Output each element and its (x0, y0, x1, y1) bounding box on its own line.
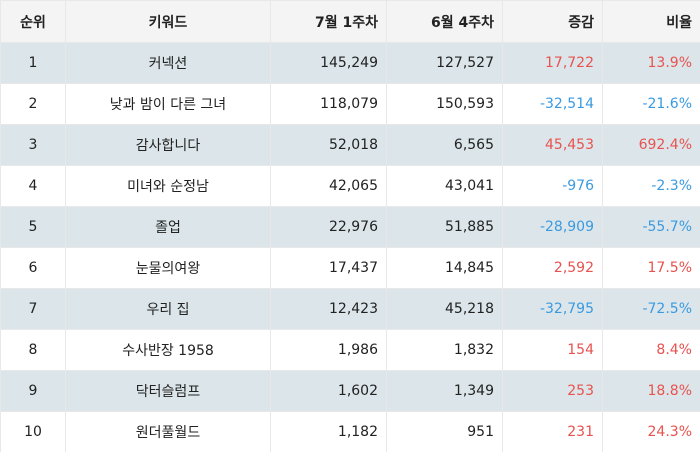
table-cell: 43,041 (386, 165, 503, 207)
table-cell: 127,527 (386, 42, 503, 84)
table-cell: 닥터슬럼프 (65, 370, 271, 412)
table-cell: 5 (0, 206, 66, 248)
table-row: 1 커넥션 145,249 127,527 17,722 13.9% (0, 42, 700, 84)
table-row: 2 낮과 밤이 다른 그녀 118,079 150,593 -32,514 -21.6% (0, 83, 700, 125)
table-cell: 6 (0, 247, 66, 289)
table-cell: 9 (0, 370, 66, 412)
table-cell: 우리 집 (65, 288, 271, 330)
table-cell: 2 (0, 83, 66, 125)
table-cell: 17,437 (270, 247, 387, 289)
table-cell: 18.8% (602, 370, 700, 412)
table-cell: 감사합니다 (65, 124, 271, 166)
table-cell: 10 (0, 411, 66, 452)
table-cell: 692.4% (602, 124, 700, 166)
header-cell: 키워드 (65, 0, 271, 43)
table-cell: 원더풀월드 (65, 411, 271, 452)
table-cell: -976 (502, 165, 603, 207)
table-cell: 4 (0, 165, 66, 207)
table-row: 9 닥터슬럼프 1,602 1,349 253 18.8% (0, 370, 700, 412)
table-cell: 13.9% (602, 42, 700, 84)
table-cell: 커넥션 (65, 42, 271, 84)
table-cell: 1 (0, 42, 66, 84)
table-cell: 눈물의여왕 (65, 247, 271, 289)
table-cell: 1,182 (270, 411, 387, 452)
table-cell: 1,832 (386, 329, 503, 371)
table-cell: -32,795 (502, 288, 603, 330)
table-cell: 52,018 (270, 124, 387, 166)
table-cell: 150,593 (386, 83, 503, 125)
table-cell: 51,885 (386, 206, 503, 248)
table-cell: 118,079 (270, 83, 387, 125)
table-cell: -28,909 (502, 206, 603, 248)
table-row: 6 눈물의여왕 17,437 14,845 2,592 17.5% (0, 247, 700, 289)
table-cell: 45,453 (502, 124, 603, 166)
table-cell: -32,514 (502, 83, 603, 125)
table-cell: 7 (0, 288, 66, 330)
table-cell: 수사반장 1958 (65, 329, 271, 371)
table-row: 10 원더풀월드 1,182 951 231 24.3% (0, 411, 700, 452)
header-cell: 비율 (602, 0, 700, 43)
table-row: 3 감사합니다 52,018 6,565 45,453 692.4% (0, 124, 700, 166)
table-cell: 1,602 (270, 370, 387, 412)
table-cell: 17.5% (602, 247, 700, 289)
table-row: 4 미녀와 순정남 42,065 43,041 -976 -2.3% (0, 165, 700, 207)
table-cell: 1,986 (270, 329, 387, 371)
table-cell: 졸업 (65, 206, 271, 248)
table-cell: -2.3% (602, 165, 700, 207)
table-cell: 24.3% (602, 411, 700, 452)
table-cell: 8.4% (602, 329, 700, 371)
table-cell: 낮과 밤이 다른 그녀 (65, 83, 271, 125)
table-cell: 2,592 (502, 247, 603, 289)
table-row: 8 수사반장 1958 1,986 1,832 154 8.4% (0, 329, 700, 371)
table-row: 7 우리 집 12,423 45,218 -32,795 -72.5% (0, 288, 700, 330)
table-cell: -72.5% (602, 288, 700, 330)
table-cell: 6,565 (386, 124, 503, 166)
table-cell: 미녀와 순정남 (65, 165, 271, 207)
header-cell: 7월 1주차 (270, 0, 387, 43)
table-cell: 22,976 (270, 206, 387, 248)
table-cell: 12,423 (270, 288, 387, 330)
table-cell: 154 (502, 329, 603, 371)
table-cell: 253 (502, 370, 603, 412)
table-row: 5 졸업 22,976 51,885 -28,909 -55.7% (0, 206, 700, 248)
table-cell: 14,845 (386, 247, 503, 289)
table-cell: 17,722 (502, 42, 603, 84)
table-cell: 8 (0, 329, 66, 371)
table-cell: 45,218 (386, 288, 503, 330)
table-cell: 3 (0, 124, 66, 166)
header-cell: 순위 (0, 0, 66, 43)
table-cell: -55.7% (602, 206, 700, 248)
table-cell: -21.6% (602, 83, 700, 125)
table-cell: 1,349 (386, 370, 503, 412)
header-row: 순위 키워드 7월 1주차 6월 4주차 증감 비율 (0, 0, 700, 43)
table-body: 1 커넥션 145,249 127,527 17,722 13.9% 2 낮과 밤이 다른 그… (0, 42, 700, 452)
table-cell: 951 (386, 411, 503, 452)
table-cell: 42,065 (270, 165, 387, 207)
table-cell: 145,249 (270, 42, 387, 84)
table-cell: 231 (502, 411, 603, 452)
header-cell: 증감 (502, 0, 603, 43)
header-cell: 6월 4주차 (386, 0, 503, 43)
